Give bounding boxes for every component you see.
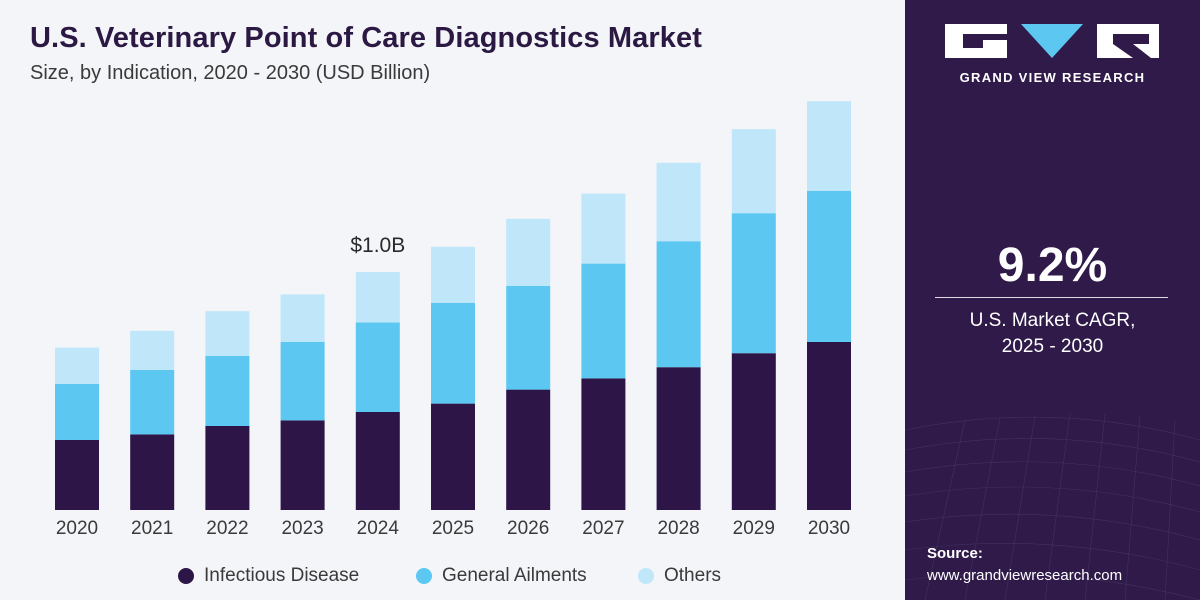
- bar-general-ailments-2025: [431, 302, 475, 404]
- bar-others-2022: [205, 311, 250, 356]
- bar-general-ailments-2021: [130, 370, 175, 435]
- chart-panel: U.S. Veterinary Point of Care Diagnostic…: [0, 22, 905, 590]
- bar-infectious-disease-2020: [55, 440, 99, 510]
- legend-swatch-general-ailments: [416, 568, 432, 584]
- chart-subtitle: Size, by Indication, 2020 - 2030 (USD Bi…: [30, 62, 431, 84]
- cagr-label-line2: 2025 - 2030: [1001, 336, 1104, 357]
- bar-general-ailments-2026: [506, 286, 551, 390]
- x-tick-label-2025: 2025: [432, 518, 474, 539]
- bar-general-ailments-2029: [731, 213, 776, 354]
- bar-general-ailments-2024: [355, 322, 400, 412]
- cagr-divider: [935, 297, 1168, 298]
- x-tick-label-2021: 2021: [131, 518, 173, 539]
- legend-item-others: Others: [638, 562, 721, 590]
- bar-infectious-disease-2027: [581, 378, 626, 510]
- wireframe-grid-decoration: [905, 413, 1200, 600]
- bar-others-2024: [355, 272, 400, 323]
- bar-infectious-disease-2024: [355, 412, 400, 510]
- grand-view-research-logo: [945, 24, 1159, 58]
- cagr-label: U.S. Market CAGR, 2025 - 2030: [905, 308, 1200, 360]
- bar-others-2027: [581, 193, 626, 264]
- bar-infectious-disease-2026: [506, 389, 551, 510]
- cagr-value: 9.2%: [997, 239, 1108, 292]
- bar-general-ailments-2030: [807, 190, 851, 342]
- source-url: www.grandviewresearch.com: [927, 567, 1123, 584]
- x-tick-label-2020: 2020: [56, 518, 98, 539]
- chart-legend: Infectious Disease General Ailments Othe…: [0, 562, 905, 590]
- chart-title: U.S. Veterinary Point of Care Diagnostic…: [30, 22, 702, 54]
- stacked-bar-chart: 2020 2021 2022 2023 2024 $1.0B 2025 2026 2027 202…: [55, 101, 851, 539]
- brand-name: GRAND VIEW RESEARCH: [959, 70, 1146, 85]
- bar-infectious-disease-2022: [205, 426, 250, 510]
- legend-swatch-infectious-disease: [178, 568, 194, 584]
- bar-others-2023: [280, 294, 325, 342]
- bar-others-2029: [731, 129, 776, 214]
- x-tick-label-2024: 2024: [357, 518, 400, 539]
- legend-label-infectious-disease: Infectious Disease: [204, 565, 360, 586]
- bar-infectious-disease-2023: [280, 420, 325, 510]
- bar-others-2021: [130, 330, 175, 370]
- bar-others-2028: [656, 162, 701, 242]
- bar-general-ailments-2027: [581, 263, 626, 379]
- cagr-label-line1: U.S. Market CAGR,: [969, 310, 1136, 331]
- bar-others-2020: [55, 347, 99, 384]
- data-label-2024: $1.0B: [350, 234, 405, 257]
- bar-general-ailments-2028: [656, 241, 701, 368]
- bar-infectious-disease-2029: [731, 353, 776, 510]
- x-tick-label-2023: 2023: [281, 518, 323, 539]
- bar-general-ailments-2020: [55, 384, 99, 440]
- bar-infectious-disease-2025: [431, 403, 475, 510]
- x-tick-label-2030: 2030: [808, 518, 850, 539]
- legend-item-infectious-disease: Infectious Disease: [178, 562, 359, 590]
- x-tick-label-2022: 2022: [206, 518, 248, 539]
- bar-general-ailments-2022: [205, 356, 250, 426]
- bar-infectious-disease-2030: [807, 342, 851, 510]
- bar-others-2026: [506, 218, 551, 286]
- legend-label-general-ailments: General Ailments: [442, 565, 587, 586]
- bar-general-ailments-2023: [280, 342, 325, 421]
- bar-others-2025: [431, 246, 475, 303]
- x-tick-label-2027: 2027: [582, 518, 624, 539]
- x-tick-label-2029: 2029: [733, 518, 775, 539]
- legend-item-general-ailments: General Ailments: [416, 562, 587, 590]
- bar-infectious-disease-2028: [656, 367, 701, 510]
- x-tick-label-2028: 2028: [657, 518, 699, 539]
- sidebar-panel: GRAND VIEW RESEARCH 9.2% U.S. Market CAG…: [905, 0, 1200, 600]
- bar-others-2030: [807, 101, 851, 191]
- bar-infectious-disease-2021: [130, 434, 175, 510]
- legend-label-others: Others: [664, 565, 722, 586]
- x-tick-label-2026: 2026: [507, 518, 549, 539]
- legend-swatch-others: [638, 568, 654, 584]
- source-label: Source:: [927, 545, 983, 562]
